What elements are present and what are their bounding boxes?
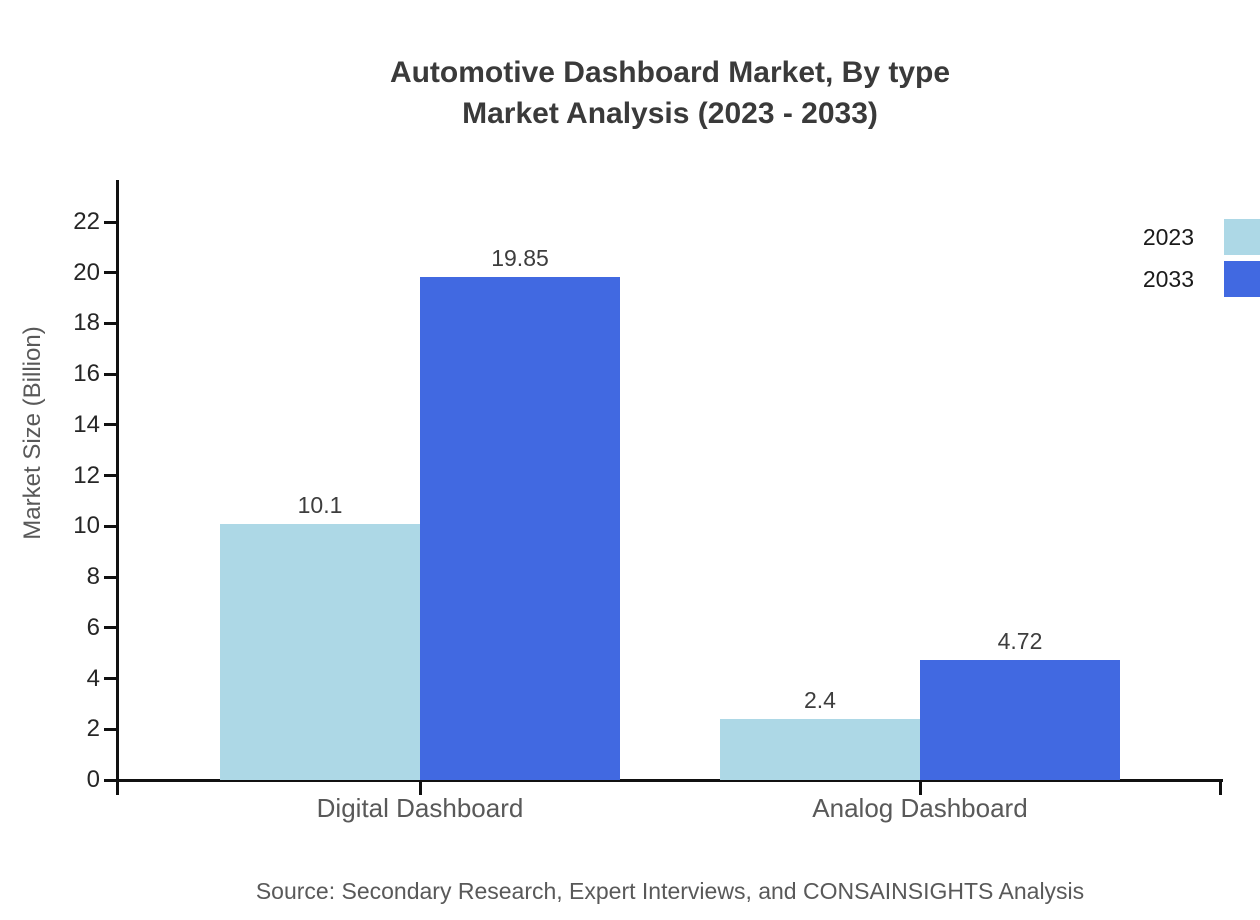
y-tick-mark-10	[104, 524, 118, 528]
y-tick-mark-2	[104, 727, 118, 731]
chart-title-line1: Automotive Dashboard Market, By type	[389, 56, 951, 89]
y-tick-label-20: 20	[73, 258, 100, 286]
legend-swatch-2033	[1224, 261, 1260, 297]
x-tick-mark-2	[1218, 780, 1222, 795]
legend-label-2033: 2033	[1142, 265, 1194, 292]
bar-value-analog-dashboard-2033: 4.72	[997, 628, 1043, 655]
source-note: Source: Secondary Research, Expert Inter…	[255, 878, 1085, 904]
y-tick-mark-16	[104, 372, 118, 376]
legend-label-2023: 2023	[1142, 223, 1194, 250]
bar-analog-dashboard-2033	[920, 660, 1120, 780]
legend-item-2023: 2023	[1143, 219, 1260, 255]
bar-value-digital-dashboard-2023: 10.1	[297, 491, 343, 518]
y-tick-label-8: 8	[86, 563, 100, 591]
x-axis-line	[118, 779, 1223, 782]
y-tick-label-22: 22	[73, 208, 100, 235]
y-tick-mark-0	[104, 778, 118, 782]
y-tick-mark-18	[104, 321, 118, 325]
y-tick-mark-22	[104, 220, 118, 224]
y-tick-label-6: 6	[86, 613, 100, 641]
bar-analog-dashboard-2023	[720, 719, 920, 780]
y-axis-line	[116, 180, 119, 795]
chart-title: Automotive Dashboard Market, By type Mar…	[80, 52, 1260, 134]
y-tick-mark-6	[104, 626, 118, 630]
y-tick-label-4: 4	[86, 664, 100, 692]
bar-value-analog-dashboard-2023: 2.4	[804, 687, 836, 714]
y-tick-mark-12	[104, 474, 118, 478]
y-tick-label-12: 12	[73, 461, 100, 489]
x-tick-mark-0	[418, 780, 422, 795]
legend-item-2033: 2033	[1143, 261, 1260, 297]
category-label-analog-dashboard: Analog Dashboard	[812, 793, 1028, 823]
y-tick-label-14: 14	[73, 410, 100, 438]
bar-value-digital-dashboard-2033: 19.85	[491, 244, 549, 271]
category-label-digital-dashboard: Digital Dashboard	[316, 793, 524, 823]
legend-swatch-2023	[1224, 219, 1260, 255]
chart-title-line2: Market Analysis (2023 - 2033)	[462, 97, 878, 130]
x-tick-mark-1	[918, 780, 922, 795]
bar-digital-dashboard-2033	[420, 276, 620, 780]
y-tick-mark-4	[104, 677, 118, 681]
bar-digital-dashboard-2023	[220, 523, 420, 780]
y-tick-label-10: 10	[73, 512, 100, 540]
legend: 2023 2033	[1143, 219, 1260, 303]
y-tick-label-16: 16	[73, 360, 100, 388]
y-tick-mark-8	[104, 575, 118, 579]
y-tick-mark-14	[104, 423, 118, 427]
y-tick-mark-20	[104, 271, 118, 275]
y-tick-label-2: 2	[86, 715, 100, 743]
y-tick-label-18: 18	[73, 309, 100, 337]
y-tick-label-0: 0	[86, 766, 100, 793]
